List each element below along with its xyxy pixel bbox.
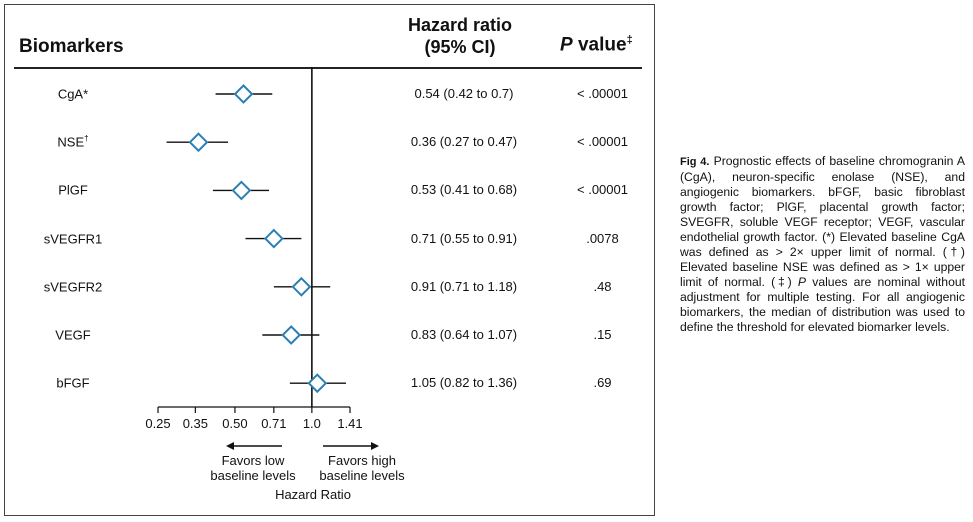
- p-value: < .00001: [577, 182, 628, 198]
- hazard-ratio-header-line2: (95% CI): [424, 37, 496, 57]
- header-rule: [14, 67, 642, 69]
- favors-low-line2: baseline levels: [210, 468, 296, 483]
- p-value: .15: [593, 327, 612, 342]
- biomarker-name: NSE: [57, 134, 85, 150]
- biomarkers-header: Biomarkers: [19, 36, 124, 57]
- hazard-ratio-marker: [307, 373, 328, 394]
- favors-low-label: Favors low baseline levels: [203, 453, 303, 483]
- p-letter: P: [560, 34, 573, 56]
- hazard-ratio-marker: [231, 180, 252, 201]
- biomarker-name: PlGF: [58, 182, 88, 198]
- hazard-ratio-value: 1.05 (0.82 to 1.36): [410, 375, 518, 391]
- favors-high-line2: baseline levels: [319, 468, 405, 483]
- x-tick-label: 0.50: [222, 416, 247, 431]
- biomarker-name: sVEGFR1: [43, 230, 103, 246]
- hazard-ratio-marker: [291, 276, 312, 297]
- x-tick-label: 0.35: [183, 416, 208, 431]
- caption-p-italic: P: [797, 275, 807, 289]
- biomarker-label: CgA*: [28, 86, 118, 101]
- hazard-ratio-value: 0.83 (0.64 to 1.07): [410, 327, 518, 342]
- p-value: .69: [593, 375, 612, 391]
- figure-caption: Fig 4. Prognostic effects of baseline ch…: [680, 154, 965, 335]
- figure-panel: [4, 4, 655, 516]
- biomarker-name: sVEGFR2: [43, 279, 103, 295]
- caption-text-1: Prognostic effects of baseline chromogra…: [680, 154, 965, 289]
- double-dagger-mark: ‡: [626, 34, 633, 46]
- hazard-ratio-value: 0.53 (0.41 to 0.68): [410, 182, 518, 198]
- caption-text-2: values are nominal without adjustment fo…: [680, 275, 966, 334]
- hazard-ratio-marker: [263, 228, 284, 249]
- x-axis-title: Hazard Ratio: [275, 487, 351, 502]
- p-value: < .00001: [577, 86, 628, 101]
- p-value: .48: [593, 278, 612, 294]
- hazard-ratio-value: 0.54 (0.42 to 0.7): [414, 86, 514, 101]
- biomarker-label: VEGF: [28, 327, 118, 342]
- hazard-ratio-marker: [281, 325, 302, 345]
- biomarker-name: CgA*: [57, 86, 89, 102]
- biomarker-label: bFGF: [28, 375, 118, 391]
- biomarker-label: sVEGFR1: [28, 231, 118, 246]
- hazard-ratio-value: 0.71 (0.55 to 0.91): [410, 230, 518, 246]
- hazard-ratio-header-line1: Hazard ratio: [407, 15, 513, 35]
- favors-high-line1: Favors high: [328, 453, 396, 468]
- hazard-ratio-value: 0.91 (0.71 to 1.18): [410, 278, 518, 294]
- biomarker-label: PlGF: [28, 182, 118, 198]
- x-tick-label: 1.0: [303, 416, 321, 431]
- biomarker-label: NSE†: [28, 134, 118, 149]
- favors-high-arrow-head: [371, 442, 379, 450]
- x-tick-label: 0.71: [261, 416, 286, 431]
- x-tick-label: 1.41: [337, 416, 362, 431]
- favors-low-arrow-head: [226, 442, 234, 450]
- hazard-ratio-value: 0.36 (0.27 to 0.47): [410, 134, 518, 150]
- biomarker-label: sVEGFR2: [28, 279, 118, 294]
- footnote-mark: †: [84, 134, 89, 144]
- p-value: < .00001: [577, 134, 628, 150]
- biomarker-name: VEGF: [55, 327, 91, 343]
- p-value-header: P value‡: [560, 34, 633, 56]
- hazard-ratio-header: Hazard ratio (95% CI): [395, 14, 525, 58]
- biomarker-name: bFGF: [56, 375, 90, 391]
- p-value-word: value: [572, 34, 627, 56]
- favors-low-line1: Favors low: [221, 453, 285, 468]
- hazard-ratio-marker: [188, 132, 209, 153]
- favors-high-label: Favors high baseline levels: [312, 453, 412, 483]
- figure-number: Fig 4.: [680, 156, 710, 168]
- p-value: .0078: [586, 230, 619, 246]
- x-tick-label: 0.25: [145, 416, 170, 431]
- hazard-ratio-marker: [233, 84, 254, 104]
